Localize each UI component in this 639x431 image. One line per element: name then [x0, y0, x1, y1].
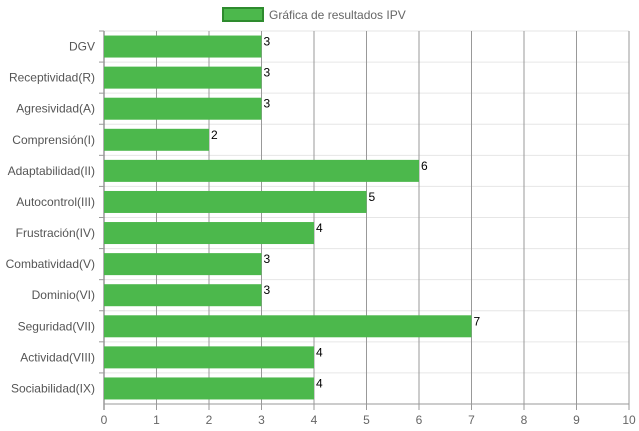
bar[interactable]	[104, 190, 367, 213]
bar[interactable]	[104, 66, 262, 89]
category-label: Frustración(IV)	[16, 226, 95, 240]
x-tick-label: 8	[521, 413, 528, 427]
category-label: Adaptabilidad(II)	[8, 164, 95, 178]
category-label: Combatividad(V)	[6, 257, 95, 271]
category-label: Autocontrol(III)	[16, 195, 95, 209]
bar[interactable]	[104, 159, 419, 182]
data-label: 3	[264, 66, 271, 80]
bar[interactable]	[104, 315, 472, 338]
bars	[104, 35, 472, 400]
x-tick-label: 9	[573, 413, 580, 427]
category-labels: DGV Receptividad(R) Agresividad(A) Comprens…	[6, 40, 95, 396]
bar[interactable]	[104, 377, 314, 400]
data-label: 4	[316, 345, 323, 359]
bar[interactable]	[104, 284, 262, 307]
legend[interactable]: Gráfica de resultados IPV	[222, 7, 406, 22]
bar[interactable]	[104, 97, 262, 120]
bar[interactable]	[104, 222, 314, 245]
data-label: 4	[316, 221, 323, 235]
category-label: Receptividad(R)	[9, 71, 95, 85]
bar[interactable]	[104, 346, 314, 369]
x-tick-label: 10	[622, 413, 636, 427]
category-label: Dominio(VI)	[32, 288, 95, 302]
category-label: Comprensión(I)	[12, 133, 95, 147]
category-label: DGV	[69, 40, 95, 54]
bar[interactable]	[104, 128, 209, 151]
x-tick-label: 4	[311, 413, 318, 427]
bar[interactable]	[104, 35, 262, 58]
x-tick-label: 5	[363, 413, 370, 427]
category-label: Sociabilidad(IX)	[11, 381, 95, 395]
legend-label: Gráfica de resultados IPV	[269, 8, 406, 22]
x-tick-label: 2	[206, 413, 213, 427]
data-label: 2	[211, 128, 218, 142]
data-label: 6	[421, 159, 428, 173]
category-label: Actividad(VIII)	[20, 350, 95, 364]
x-tick-label: 7	[468, 413, 475, 427]
x-axis-ticks: 0 1 2 3 4 5 6 7 8 9 10	[101, 413, 636, 427]
data-label: 7	[474, 314, 481, 328]
data-label: 3	[264, 35, 271, 49]
data-label: 4	[316, 376, 323, 390]
x-tick-label: 1	[153, 413, 160, 427]
bar[interactable]	[104, 253, 262, 276]
x-tick-label: 0	[101, 413, 108, 427]
data-label: 3	[264, 283, 271, 297]
category-label: Agresividad(A)	[16, 102, 95, 116]
category-label: Seguridad(VII)	[18, 319, 95, 333]
x-tick-label: 3	[258, 413, 265, 427]
data-labels: 3 3 3 2 6 5 4 3 3 7 4 4	[211, 35, 481, 391]
legend-swatch	[222, 7, 264, 22]
data-label: 5	[369, 190, 376, 204]
data-label: 3	[264, 252, 271, 266]
data-label: 3	[264, 97, 271, 111]
x-tick-label: 6	[416, 413, 423, 427]
